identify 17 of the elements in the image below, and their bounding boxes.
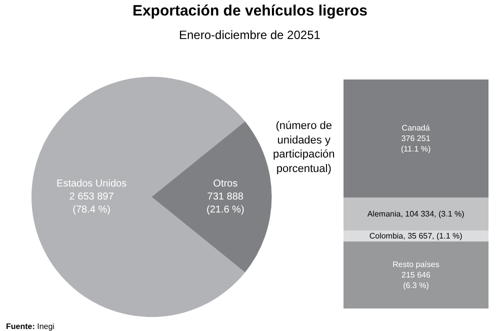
data-label: Alemania, 104 334, (3.1 %) xyxy=(367,209,465,218)
chart-title: Exportación de vehículos ligeros xyxy=(132,2,368,20)
bar xyxy=(343,79,488,198)
slice-label: Estados Unidos xyxy=(56,178,127,190)
slice-label: Otros xyxy=(213,178,238,190)
pie-slice xyxy=(152,121,272,272)
text: (número de unidades y participación porcentual) xyxy=(273,120,335,175)
pie-slice xyxy=(31,76,246,317)
data-label: Canadá 376 251 (11.1 %) xyxy=(400,124,431,154)
bar xyxy=(343,197,488,230)
bar xyxy=(343,241,488,308)
data-label: 731 888 (21.6 %) xyxy=(206,191,244,216)
data-label: Colombia, 35 657, (1.1 %) xyxy=(369,231,463,240)
data-label: 2 653 897 (78.4 %) xyxy=(69,191,114,216)
source-note: Fuente: Inegi xyxy=(6,322,55,331)
chart-subtitle: Enero-diciembre de 20251 xyxy=(179,28,321,42)
data-label: Resto países 215 646 (6.3 %) xyxy=(392,260,440,290)
